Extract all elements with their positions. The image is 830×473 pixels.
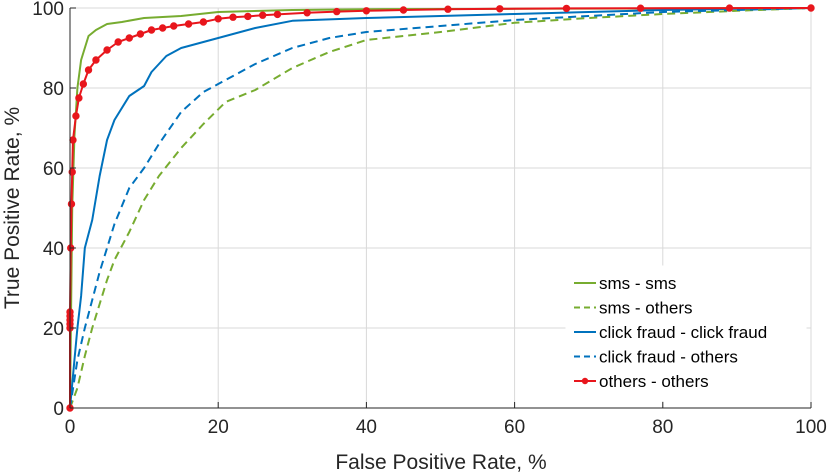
series-sms---others bbox=[69, 7, 812, 409]
series-point-4-35 bbox=[562, 4, 571, 13]
x-axis-label: False Positive Rate, % bbox=[335, 451, 546, 473]
tick-labels: 0 20 40 60 80 100 0 20 40 60 80 100 bbox=[32, 0, 827, 438]
x-tick-label-100: 100 bbox=[795, 417, 827, 438]
series-point-4-16 bbox=[114, 38, 122, 46]
y-tick-label-60: 60 bbox=[43, 159, 64, 180]
series-line-2 bbox=[69, 7, 812, 409]
series-point-4-24 bbox=[214, 15, 222, 23]
series-point-4-11 bbox=[75, 94, 83, 102]
y-tick-label-80: 80 bbox=[43, 79, 64, 100]
legend-label-3: click fraud - others bbox=[599, 348, 738, 367]
legend-label-2: click fraud - click fraud bbox=[599, 323, 767, 342]
series-point-4-30 bbox=[333, 7, 341, 16]
series-line-1 bbox=[69, 7, 812, 409]
legend-label-4: others - others bbox=[599, 372, 709, 391]
legend-box bbox=[565, 265, 807, 401]
series-point-4-9 bbox=[69, 136, 77, 144]
y-tick-label-20: 20 bbox=[43, 319, 64, 340]
series-layer bbox=[66, 4, 815, 412]
legend-label-1: sms - others bbox=[599, 299, 693, 318]
series-point-4-17 bbox=[125, 34, 133, 42]
axes bbox=[69, 7, 812, 409]
series-point-4-37 bbox=[725, 4, 734, 12]
series-point-4-13 bbox=[84, 66, 93, 74]
series-point-4-36 bbox=[636, 4, 645, 12]
series-point-4-23 bbox=[199, 18, 208, 26]
legend-marker-4 bbox=[581, 377, 589, 385]
y-axis-label: True Positive Rate, % bbox=[1, 107, 24, 309]
series-point-4-28 bbox=[273, 10, 282, 19]
series-point-4-10 bbox=[72, 112, 80, 120]
series-point-4-26 bbox=[244, 12, 252, 21]
series-point-4-19 bbox=[147, 26, 156, 34]
series-point-4-21 bbox=[170, 22, 178, 30]
series-point-4-20 bbox=[158, 24, 167, 32]
series-point-4-14 bbox=[92, 56, 100, 64]
series-point-4-18 bbox=[136, 30, 145, 38]
y-tick-label-100: 100 bbox=[32, 0, 64, 20]
y-tick-label-0: 0 bbox=[53, 399, 64, 420]
x-tick-label-60: 60 bbox=[504, 417, 525, 438]
series-point-4-33 bbox=[444, 5, 452, 13]
series-point-4-22 bbox=[184, 20, 193, 28]
series-point-4-7 bbox=[67, 200, 76, 208]
series-point-4-29 bbox=[303, 9, 311, 17]
series-point-4-12 bbox=[79, 80, 88, 88]
series-point-4-34 bbox=[496, 5, 504, 13]
legend: sms - sms sms - others click fraud - click… bbox=[565, 265, 807, 401]
series-point-4-27 bbox=[258, 11, 267, 19]
legend-label-0: sms - sms bbox=[599, 274, 676, 293]
y-tick-label-40: 40 bbox=[43, 239, 64, 260]
series-point-4-32 bbox=[399, 6, 408, 14]
series-point-4-25 bbox=[229, 13, 237, 21]
series-point-4-8 bbox=[68, 168, 76, 176]
x-tick-label-80: 80 bbox=[652, 417, 673, 438]
x-tick-label-20: 20 bbox=[208, 417, 229, 438]
series-click-fraud---click-fraud bbox=[69, 7, 812, 409]
x-tick-label-0: 0 bbox=[65, 417, 76, 438]
series-point-4-38 bbox=[807, 4, 815, 12]
x-tick-label-40: 40 bbox=[356, 417, 377, 438]
series-point-4-15 bbox=[103, 46, 111, 54]
series-point-4-31 bbox=[362, 7, 371, 15]
